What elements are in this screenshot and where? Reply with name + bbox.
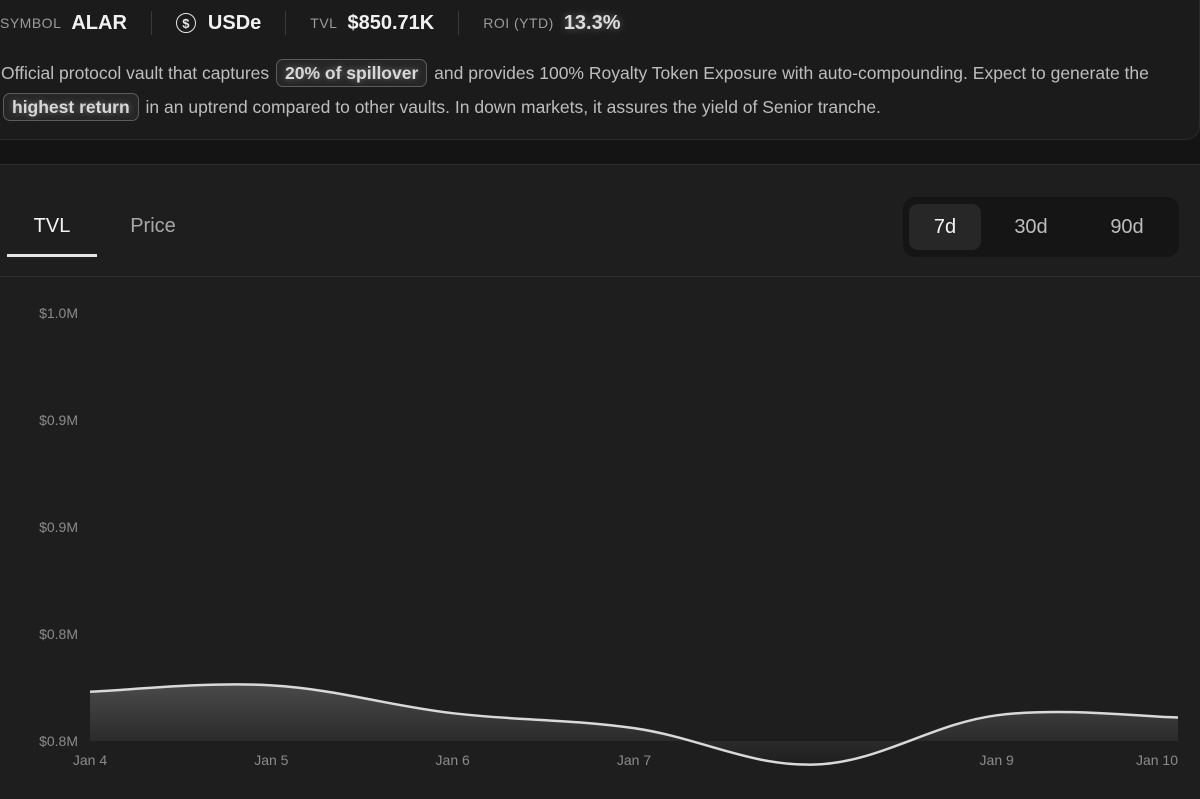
- roi-value: 13.3%: [563, 11, 621, 34]
- x-tick-label: Jan 4: [73, 752, 107, 768]
- vault-info-card: [0, 0, 1200, 140]
- x-tick-label: Jan 5: [254, 752, 288, 768]
- roi-label: ROI (YTD): [483, 15, 554, 31]
- tvl-value: $850.71K: [347, 11, 435, 34]
- x-tick-label: Jan 10: [1136, 752, 1178, 768]
- stat-divider: [285, 11, 287, 35]
- tab-tvl[interactable]: TVL: [7, 198, 97, 257]
- range-7d-button[interactable]: 7d: [909, 204, 981, 250]
- y-axis: $1.0M $0.9M $0.9M $0.8M $0.8M: [39, 305, 78, 749]
- symbol-value: ALAR: [71, 11, 127, 34]
- y-tick-label: $0.8M: [39, 626, 78, 642]
- y-tick-label: $0.8M: [39, 733, 78, 749]
- y-tick-label: $1.0M: [39, 305, 78, 321]
- tvl-area-fill: [90, 684, 1178, 765]
- spillover-highlight: 20% of spillover: [276, 59, 428, 87]
- stat-divider: [150, 11, 152, 35]
- tvl-line: [89, 683, 1179, 766]
- tvl-stat: TVL $850.71K: [310, 12, 434, 35]
- asset-value: USDe: [207, 11, 262, 34]
- x-tick-label: Jan 9: [980, 752, 1014, 768]
- y-tick-label: $0.9M: [39, 412, 78, 428]
- chart-header-divider: [0, 276, 1200, 277]
- description-text: in an uptrend compared to other vaults. …: [145, 97, 881, 117]
- description-text: Official protocol vault that captures: [1, 63, 270, 83]
- roi-stat: ROI (YTD) 13.3%: [483, 12, 620, 35]
- description-text: and provides 100% Royalty Token Exposure…: [434, 63, 1149, 83]
- x-tick-label: Jan 6: [436, 752, 470, 768]
- range-90d-button[interactable]: 90d: [1110, 216, 1144, 238]
- vault-stats-row: SYMBOL ALAR $ USDe TVL $850.71K ROI (YTD…: [0, 9, 621, 37]
- y-tick-label: $0.9M: [39, 519, 78, 535]
- time-range-selector: 7d 30d 90d: [903, 197, 1179, 257]
- range-30d-button[interactable]: 30d: [1014, 216, 1048, 238]
- symbol-label: SYMBOL: [0, 15, 62, 31]
- usde-coin-icon: $: [175, 13, 196, 33]
- highest-return-highlight: highest return: [3, 93, 139, 121]
- tab-price[interactable]: Price: [130, 215, 176, 237]
- x-tick-label: Jan 7: [617, 752, 651, 768]
- asset-stat: $ USDe: [175, 11, 262, 35]
- vault-description: Official protocol vault that captures 20…: [1, 56, 1191, 124]
- tvl-label: TVL: [310, 15, 338, 31]
- stat-divider: [458, 11, 460, 35]
- symbol-stat: SYMBOL ALAR: [0, 12, 127, 35]
- chart-tabs: TVL Price: [7, 198, 209, 257]
